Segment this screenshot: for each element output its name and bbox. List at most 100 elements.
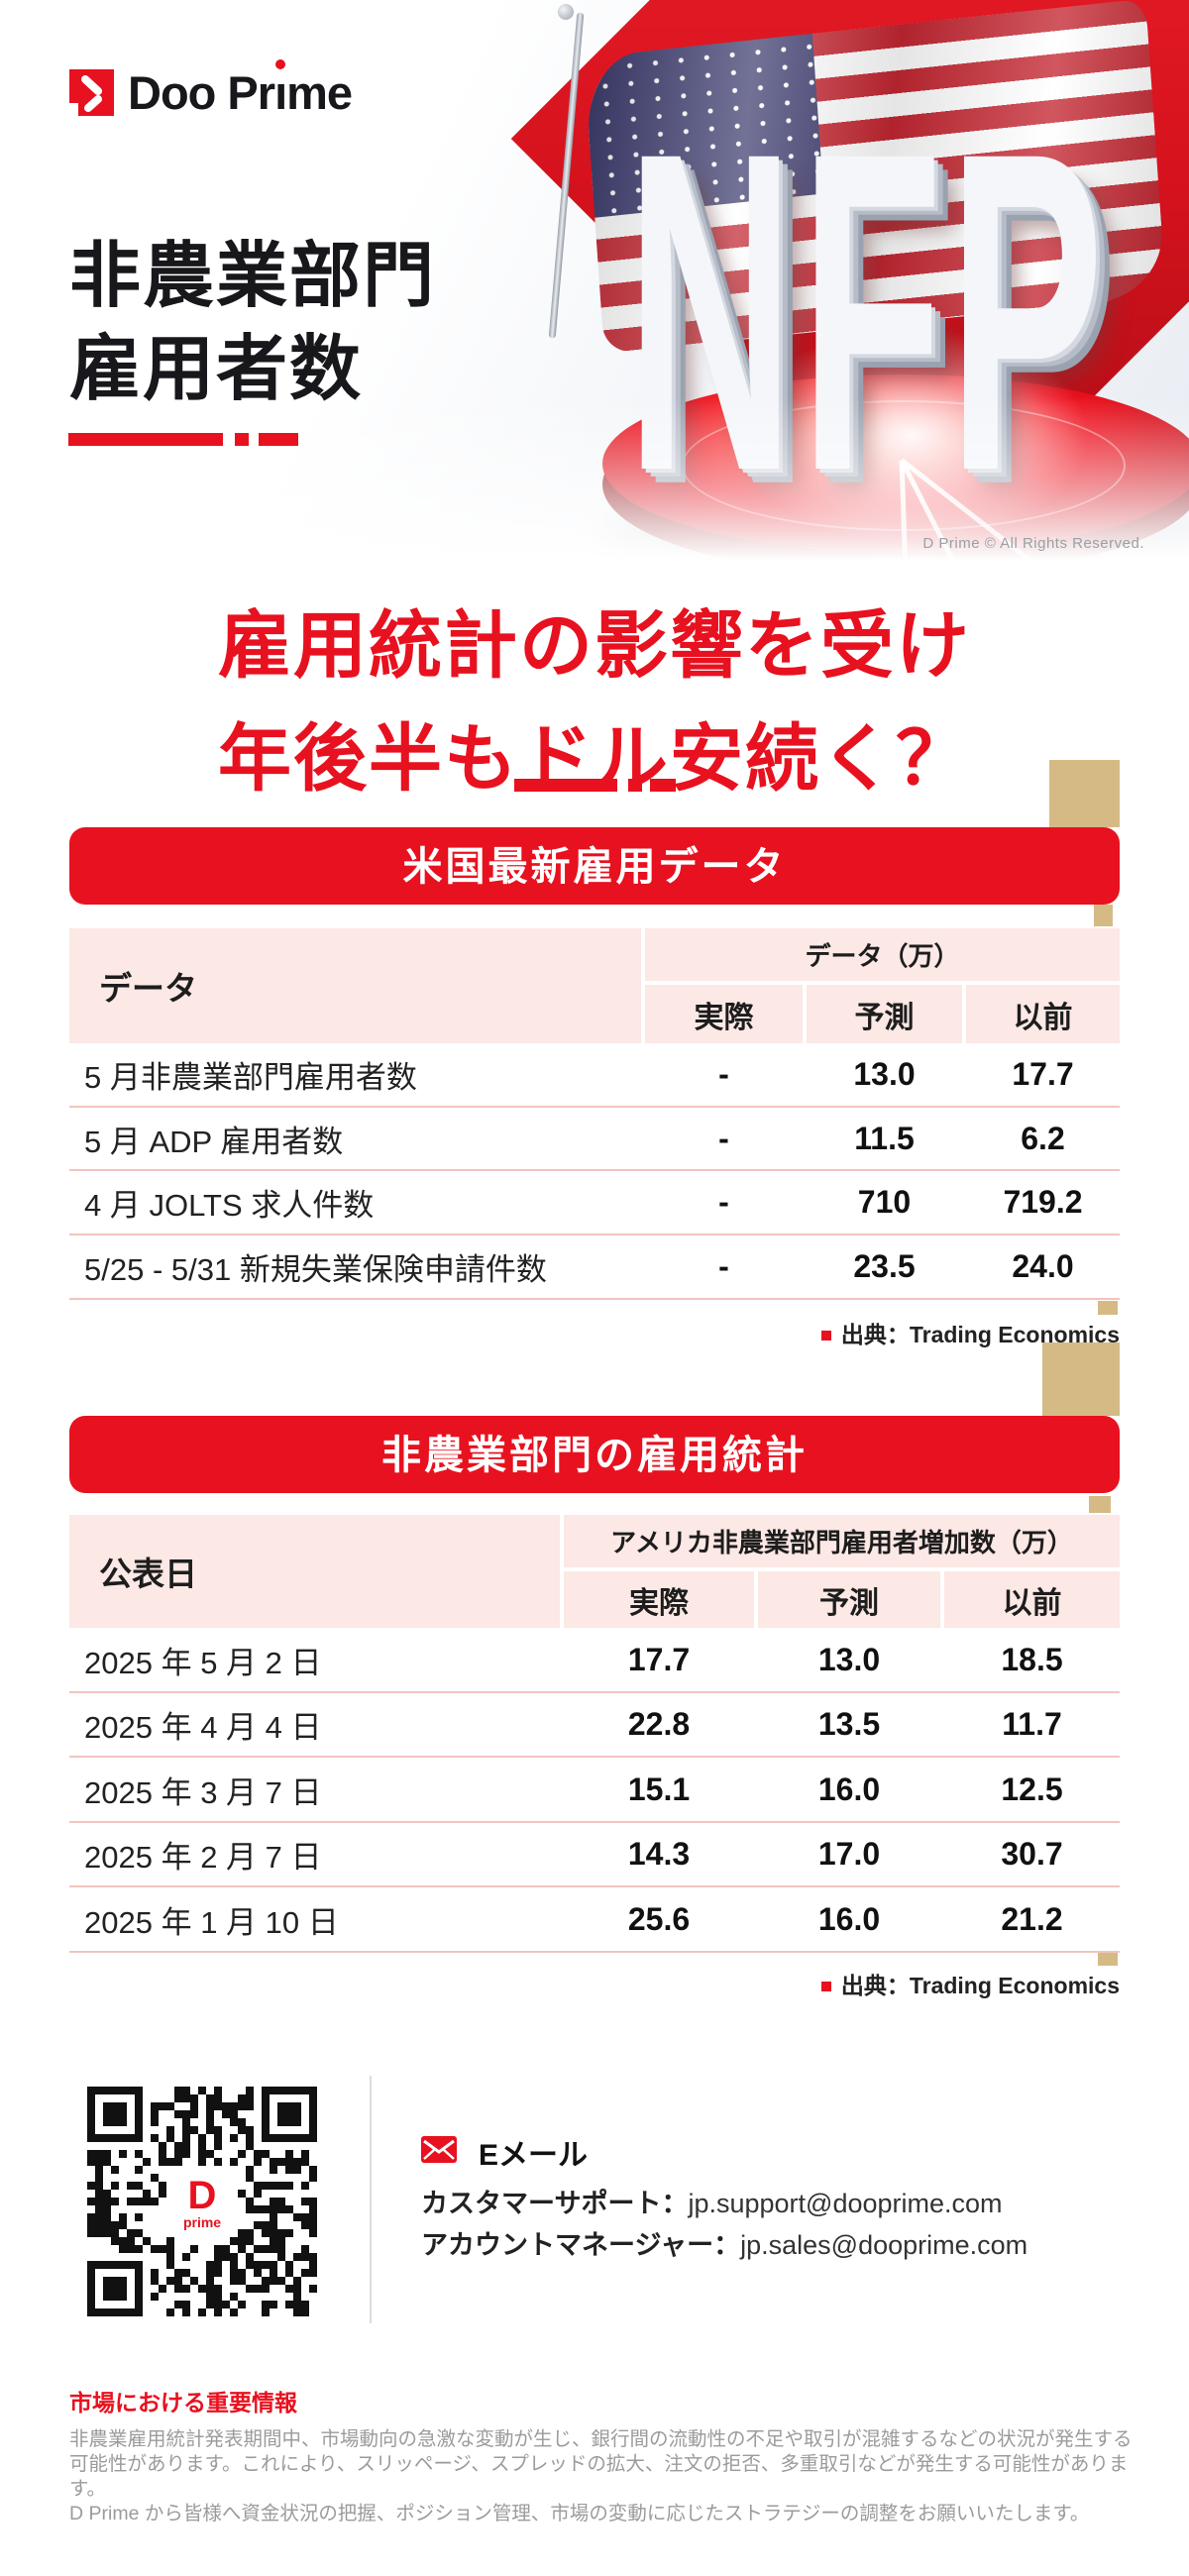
cell-previous: 12.5 bbox=[1001, 1771, 1063, 1807]
us-employment-data-table: データ データ（万） 実際 予測 以前 5 月非農業部門雇用者数 - 13.0 … bbox=[69, 928, 1120, 1300]
row-label: 2025 年 1 月 10 日 bbox=[84, 1904, 339, 1940]
cell-actual: - bbox=[718, 1184, 729, 1220]
cell-forecast: 13.5 bbox=[817, 1706, 881, 1742]
table-row: 2025 年 3 月 7 日 15.1 16.0 12.5 bbox=[69, 1758, 1120, 1823]
headline-underline-decoration bbox=[0, 779, 1189, 792]
cell-previous: 11.7 bbox=[1002, 1706, 1062, 1742]
headline-line1: 雇用統計の影響を受け bbox=[218, 604, 971, 687]
title-underline-decoration bbox=[68, 433, 298, 446]
row-label: 5 月 ADP 雇用者数 bbox=[84, 1124, 344, 1159]
column-group-header: データ（万） bbox=[645, 928, 1120, 981]
column-group-header: アメリカ非農業部門雇用者増加数（万） bbox=[564, 1515, 1120, 1567]
nfp-hero-graphic: NFP D Prime © All Rights Reserved. bbox=[0, 0, 1189, 575]
qr-center-logo: D prime bbox=[172, 2170, 232, 2235]
logo-i-dot bbox=[275, 59, 286, 69]
disclaimer-line: 非農業雇用統計発表期間中、市場動向の急激な変動が生じ、銀行間の流動性の不足や取引… bbox=[69, 2428, 1133, 2450]
cell-forecast: 710 bbox=[857, 1184, 912, 1220]
contact-sales-line: アカウントマネージャー：jp.sales@dooprime.com bbox=[421, 2230, 1028, 2260]
table-row: 5/25 - 5/31 新規失業保険申請件数 - 23.5 24.0 bbox=[69, 1235, 1120, 1300]
qr-logo-prime: prime bbox=[182, 2214, 222, 2230]
source-bullet-icon bbox=[820, 1331, 831, 1341]
doo-prime-logo-icon bbox=[69, 69, 114, 116]
cell-previous: 6.2 bbox=[1021, 1120, 1065, 1156]
cell-forecast: 23.5 bbox=[853, 1248, 916, 1284]
cell-previous: 30.7 bbox=[1001, 1836, 1063, 1872]
cell-forecast: 11.5 bbox=[854, 1120, 915, 1156]
source-note: 出典：Trading Economics bbox=[69, 1316, 1120, 1349]
disclaimer: 市場における重要情報 非農業雇用統計発表期間中、市場動向の急激な変動が生じ、銀行… bbox=[69, 2384, 1139, 2526]
source-bullet-icon bbox=[820, 1982, 831, 1991]
column-header-previous: 以前 bbox=[966, 985, 1120, 1043]
section2-banner: 非農業部門の雇用統計 bbox=[69, 1416, 1120, 1493]
column-header-data: データ bbox=[69, 928, 641, 1043]
footer-divider bbox=[370, 2076, 372, 2323]
cell-actual: 22.8 bbox=[627, 1706, 691, 1742]
cell-actual: - bbox=[718, 1056, 729, 1092]
page-title-line1: 非農業部門 bbox=[69, 237, 437, 316]
gold-rect-decoration bbox=[1098, 1952, 1118, 1966]
row-label: 2025 年 5 月 2 日 bbox=[84, 1645, 322, 1680]
cell-previous: 719.2 bbox=[1003, 1184, 1083, 1220]
cell-forecast: 13.0 bbox=[817, 1641, 881, 1677]
column-header-previous: 以前 bbox=[944, 1571, 1120, 1628]
row-label: 4 月 JOLTS 求人件数 bbox=[84, 1188, 375, 1223]
disclaimer-heading: 市場における重要情報 bbox=[69, 2390, 297, 2415]
cell-actual: - bbox=[718, 1120, 729, 1156]
hero-bottom-fade bbox=[0, 396, 1189, 575]
cell-previous: 17.7 bbox=[1012, 1056, 1074, 1092]
row-label: 5 月非農業部門雇用者数 bbox=[84, 1060, 417, 1095]
column-header-date: 公表日 bbox=[69, 1515, 560, 1628]
flagpole-ball bbox=[558, 4, 574, 20]
cell-previous: 18.5 bbox=[1001, 1641, 1063, 1677]
cell-previous: 24.0 bbox=[1012, 1248, 1074, 1284]
column-header-actual: 実際 bbox=[645, 985, 803, 1043]
email-heading: Eメール bbox=[421, 2130, 588, 2174]
disclaimer-line: 可能性があります。これにより、スリッページ、スプレッドの拡大、注文の拒否、多重取… bbox=[69, 2453, 1129, 2500]
table-row: 5 月 ADP 雇用者数 - 11.5 6.2 bbox=[69, 1108, 1120, 1171]
envelope-icon bbox=[421, 2136, 457, 2168]
cell-actual: 15.1 bbox=[627, 1771, 691, 1807]
table-row: 5 月非農業部門雇用者数 - 13.0 17.7 bbox=[69, 1043, 1120, 1108]
cell-actual: - bbox=[718, 1248, 729, 1284]
table-row: 2025 年 4 月 4 日 22.8 13.5 11.7 bbox=[69, 1693, 1120, 1758]
table-row: 4 月 JOLTS 求人件数 - 710 719.2 bbox=[69, 1171, 1120, 1235]
copyright-note: D Prime © All Rights Reserved. bbox=[922, 535, 1144, 552]
gold-rect-decoration bbox=[1089, 1496, 1111, 1513]
qr-logo-d: D bbox=[187, 2174, 217, 2217]
cell-forecast: 13.0 bbox=[853, 1056, 916, 1092]
cell-actual: 17.7 bbox=[627, 1641, 691, 1677]
column-header-actual: 実際 bbox=[564, 1571, 754, 1628]
gold-rect-decoration bbox=[1094, 905, 1113, 926]
doo-prime-logo: Doo Prı me bbox=[69, 59, 353, 120]
cell-forecast: 17.0 bbox=[817, 1836, 881, 1872]
page-title-line2: 雇用者数 bbox=[69, 330, 364, 409]
cell-actual: 25.6 bbox=[627, 1900, 691, 1937]
table-row: 2025 年 5 月 2 日 17.7 13.0 18.5 bbox=[69, 1628, 1120, 1693]
support-email[interactable]: jp.support@dooprime.com bbox=[688, 2189, 1003, 2218]
cell-previous: 21.2 bbox=[1001, 1900, 1063, 1937]
cell-forecast: 16.0 bbox=[817, 1771, 881, 1807]
row-label: 2025 年 3 月 7 日 bbox=[84, 1774, 322, 1810]
gold-rect-decoration bbox=[1049, 760, 1120, 827]
column-header-forecast: 予測 bbox=[758, 1571, 940, 1628]
disclaimer-line: D Prime から皆様へ資金状況の把握、ポジション管理、市場の変動に応じたスト… bbox=[69, 2503, 1090, 2524]
row-label: 2025 年 2 月 7 日 bbox=[84, 1840, 322, 1875]
table-row: 2025 年 1 月 10 日 25.6 16.0 21.2 bbox=[69, 1887, 1120, 1953]
cell-forecast: 16.0 bbox=[817, 1900, 881, 1937]
contact-support-line: カスタマーサポート：jp.support@dooprime.com bbox=[421, 2189, 1003, 2218]
row-label: 2025 年 4 月 4 日 bbox=[84, 1710, 322, 1745]
qr-code: D prime bbox=[87, 2087, 317, 2316]
column-header-forecast: 予測 bbox=[807, 985, 962, 1043]
cell-actual: 14.3 bbox=[627, 1836, 691, 1872]
section1-banner: 米国最新雇用データ bbox=[69, 827, 1120, 905]
gold-rect-decoration bbox=[1098, 1301, 1118, 1315]
nfp-history-table: 公表日 アメリカ非農業部門雇用者増加数（万） 実際 予測 以前 2025 年 5… bbox=[69, 1515, 1120, 1953]
doo-prime-wordmark: Doo Prı me bbox=[128, 59, 353, 120]
page-title: 非農業部門 雇用者数 bbox=[69, 230, 436, 416]
row-label: 5/25 - 5/31 新規失業保険申請件数 bbox=[84, 1252, 547, 1287]
source-note: 出典：Trading Economics bbox=[69, 1967, 1120, 2000]
table-row: 2025 年 2 月 7 日 14.3 17.0 30.7 bbox=[69, 1823, 1120, 1887]
sales-email[interactable]: jp.sales@dooprime.com bbox=[740, 2230, 1028, 2260]
gold-rect-decoration bbox=[1042, 1342, 1120, 1416]
